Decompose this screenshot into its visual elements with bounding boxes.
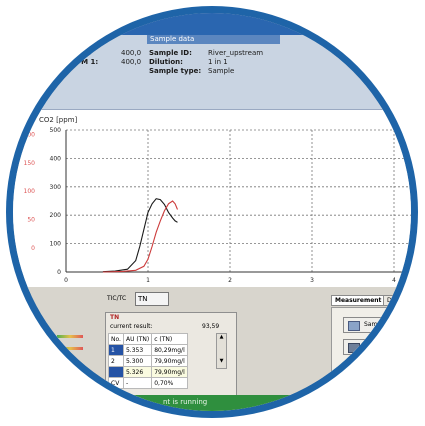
sample-type-label: Sample type: bbox=[149, 67, 202, 75]
summary-no bbox=[108, 366, 124, 378]
sample-raw-label: Sample Ra bbox=[364, 321, 397, 328]
col-header-no: No. bbox=[108, 333, 124, 345]
scroll-up-icon[interactable]: ▲ bbox=[219, 334, 224, 340]
col-header-c: c (TN) bbox=[151, 333, 188, 345]
y-tick-label: 400 bbox=[50, 155, 62, 162]
chart-ylabel: CO2 [ppm] bbox=[39, 116, 78, 124]
co2-chart-panel: CO2 [ppm] 500 400 300 200 100 0 200 150 100 50 0 0 1… bbox=[13, 109, 411, 288]
series-line-1 bbox=[102, 198, 178, 273]
row-c: 79,90mg/l bbox=[151, 355, 188, 367]
row-no: 2 bbox=[108, 355, 124, 367]
tn-group-header: TN bbox=[110, 314, 120, 321]
y-tick-label: 0 bbox=[57, 269, 61, 276]
status-bar: nt is running bbox=[13, 395, 411, 411]
screenshot-viewport: minal 400,0 MPM 1: 400,0 00 00 Sample da… bbox=[13, 13, 411, 411]
sample-id-label: Sample ID: bbox=[149, 49, 192, 57]
sample-type-value: Sample bbox=[208, 67, 235, 75]
x-tick-label: 2 bbox=[228, 277, 232, 284]
system-params-button[interactable]: System-P bbox=[343, 339, 411, 355]
dilution-value: 1 in 1 bbox=[208, 58, 228, 66]
secondary-y-tick-label: 50 bbox=[27, 217, 35, 224]
tab-measurement[interactable]: Measurement bbox=[331, 295, 386, 306]
summary-c: 79,90mg/l bbox=[151, 366, 188, 378]
left-edge-value: 00 bbox=[51, 67, 60, 75]
settings-icon bbox=[348, 343, 360, 353]
x-tick-label: 4 bbox=[392, 277, 396, 284]
x-tick-label: 1 bbox=[146, 277, 150, 284]
sample-data-header: Sample data bbox=[147, 35, 280, 44]
secondary-y-tick-label: 200 bbox=[24, 131, 36, 138]
table-header-row: No. AU (TN) c (TN) bbox=[108, 333, 188, 345]
summary-au: 5.326 bbox=[122, 366, 153, 378]
aau-label: AAU bbox=[31, 333, 45, 340]
mpm-label: MPM 1: bbox=[69, 58, 99, 66]
sample-id-value: River_upstream bbox=[208, 49, 264, 57]
right-label: repe bbox=[363, 76, 381, 84]
dilution-label: Dilution: bbox=[149, 58, 183, 66]
scroll-down-icon[interactable]: ▼ bbox=[219, 358, 224, 364]
window-title-bar bbox=[13, 13, 411, 35]
results-table: No. AU (TN) c (TN) 1 5.353 80,29mg/l 2 5… bbox=[108, 333, 188, 389]
tic-tc-selector[interactable]: TN bbox=[135, 292, 169, 306]
x-tick-label: 0 bbox=[64, 277, 68, 284]
sample-raw-button[interactable]: Sample Ra bbox=[343, 317, 411, 333]
status-text: nt is running bbox=[163, 398, 208, 406]
secondary-y-tick-label: 0 bbox=[31, 245, 35, 252]
table-scrollbar[interactable]: ▲ ▼ bbox=[216, 333, 227, 369]
row-au: 5.300 bbox=[122, 355, 153, 367]
table-row: CV - 0,70% bbox=[108, 377, 188, 389]
table-row[interactable]: 2 5.300 79,90mg/l bbox=[108, 355, 188, 367]
left-edge-value: 00 bbox=[51, 76, 60, 84]
au-level-bar bbox=[57, 347, 83, 350]
table-icon bbox=[348, 321, 360, 331]
info-panel: minal 400,0 MPM 1: 400,0 00 00 Sample da… bbox=[13, 35, 411, 109]
nominal-label: minal bbox=[69, 49, 91, 57]
secondary-y-tick-label: 150 bbox=[24, 160, 36, 167]
current-result-value: 93,59 bbox=[202, 323, 220, 330]
col-header-au: AU (TN) bbox=[122, 333, 153, 345]
y-tick-label: 500 bbox=[50, 127, 62, 134]
tic-tc-value: TN bbox=[138, 295, 148, 303]
lower-panel: TIC/TC TN TN current result: 93,59 No. A… bbox=[13, 287, 411, 411]
row-no: 1 bbox=[108, 344, 124, 356]
row-c: 80,29mg/l bbox=[151, 344, 188, 356]
table-row[interactable]: 1 5.353 80,29mg/l bbox=[108, 344, 188, 356]
series-line-2 bbox=[102, 200, 179, 273]
x-tick-label: 3 bbox=[310, 277, 314, 284]
y-tick-label: 100 bbox=[50, 241, 62, 248]
tn-group: TN current result: 93,59 No. AU (TN) c (… bbox=[105, 312, 237, 400]
system-params-label: System-P bbox=[364, 343, 393, 350]
table-row: 5.326 79,90mg/l bbox=[108, 366, 188, 378]
mpm-value: 400,0 bbox=[121, 58, 142, 66]
secondary-y-tick-label: 100 bbox=[24, 188, 36, 195]
nominal-value: 400,0 bbox=[121, 49, 142, 57]
tab-device[interactable]: Devic bbox=[383, 295, 408, 306]
aau-level-bar bbox=[57, 335, 83, 338]
au-label: AU bbox=[37, 345, 47, 352]
summary-no: CV bbox=[108, 377, 124, 389]
summary-c: 0,70% bbox=[151, 377, 188, 389]
tic-tc-label: TIC/TC bbox=[107, 295, 127, 302]
right-label: Sa bbox=[363, 67, 373, 75]
current-result-label: current result: bbox=[110, 323, 153, 330]
summary-au: - bbox=[122, 377, 153, 389]
y-tick-label: 300 bbox=[50, 184, 62, 191]
y-tick-label: 200 bbox=[50, 212, 62, 219]
row-au: 5.353 bbox=[122, 344, 153, 356]
